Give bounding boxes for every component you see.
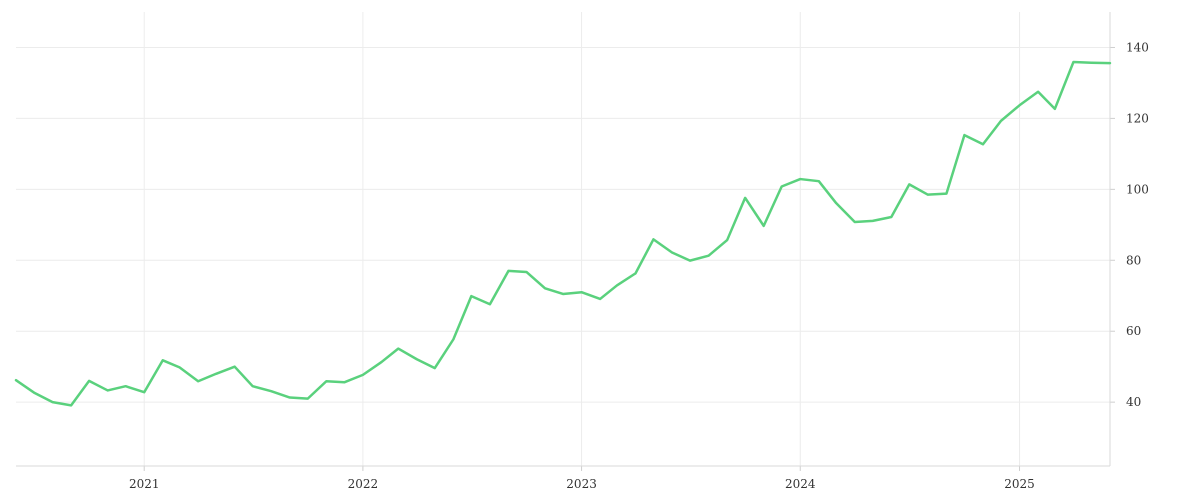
x-tick-label: 2022 xyxy=(348,477,379,491)
y-tick-label: 140 xyxy=(1126,40,1149,54)
series-line xyxy=(14,60,1112,407)
y-tick-label: 120 xyxy=(1126,111,1149,125)
y-tick-label: 100 xyxy=(1126,182,1149,196)
x-tick-label: 2021 xyxy=(129,477,160,491)
x-tick-label: 2023 xyxy=(566,477,597,491)
y-tick-label: 60 xyxy=(1126,324,1141,338)
x-tick-label: 2024 xyxy=(785,477,816,491)
y-tick-label: 80 xyxy=(1126,253,1141,267)
x-tick-label: 2025 xyxy=(1004,477,1035,491)
y-tick-label: 40 xyxy=(1126,395,1141,409)
